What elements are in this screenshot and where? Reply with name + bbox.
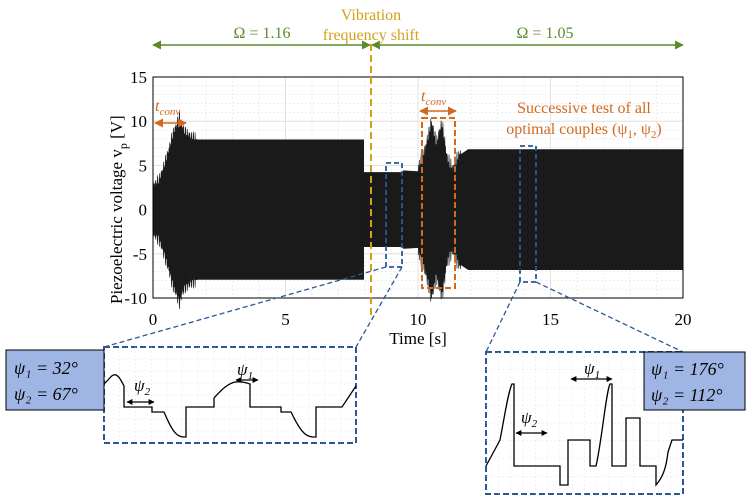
inset-left: ψ1 ψ2 xyxy=(103,346,357,444)
y-tick-label: 0 xyxy=(139,201,148,220)
successive-text-line1: Successive test of all xyxy=(517,100,651,117)
inset-right-param-box: ψ₁ = 176° ψ₂ = 112° xyxy=(643,351,746,411)
signal-segment-1 xyxy=(152,110,364,310)
plot-frame xyxy=(152,76,684,299)
zoom-connector-left-b xyxy=(355,266,403,348)
signal-segment-2 xyxy=(363,172,404,248)
x-tick-labels: 0 5 10 15 20 xyxy=(149,310,692,329)
zoom-region-right xyxy=(519,145,537,283)
x-tick-label: 0 xyxy=(149,310,158,329)
shift-label-line2: frequency shift xyxy=(323,27,420,44)
y-tick-label: 5 xyxy=(139,156,148,175)
inset-left-psi2: ψ2 xyxy=(134,376,151,398)
inset-left-psi1: ψ1 xyxy=(237,360,253,382)
inset-right-psi2-value: ψ₂ = 112° xyxy=(651,385,722,405)
x-tick-label: 15 xyxy=(542,310,559,329)
y-axis-label: Piezoelectric voltage vp [V] xyxy=(107,115,130,304)
omega-left-label: Ω = 1.16 xyxy=(234,25,291,42)
voltage-signal xyxy=(152,110,684,310)
x-tick-label: 20 xyxy=(675,310,692,329)
zoom-connector-right-b xyxy=(535,281,684,353)
y-tick-label: -10 xyxy=(124,289,147,308)
x-axis-label: Time [s] xyxy=(389,329,446,348)
inset-left-param-box: ψ₁ = 32° ψ₂ = 67° xyxy=(5,349,105,411)
y-tick-label: 15 xyxy=(130,68,147,87)
zoom-connector-right-a xyxy=(485,281,521,353)
inset-left-psi1-value: ψ₁ = 32° xyxy=(14,358,78,378)
zoom-region-left xyxy=(385,162,403,268)
y-tick-labels: 15 10 5 0 -5 -10 xyxy=(124,68,147,308)
zoom-connector-left-a xyxy=(103,266,387,348)
signal-segment-3 xyxy=(403,118,684,302)
y-tick-label: 10 xyxy=(130,112,147,131)
inset-right-psi1-value: ψ₁ = 176° xyxy=(651,359,724,379)
x-tick-label: 10 xyxy=(410,310,427,329)
omega-right-label: Ω = 1.05 xyxy=(517,25,574,42)
tconv-left-label: tconv xyxy=(155,98,180,118)
inset-right-psi1: ψ1 xyxy=(584,359,600,381)
tconv-right-box xyxy=(421,117,456,289)
inset-right-psi2: ψ2 xyxy=(521,408,538,430)
x-tick-label: 5 xyxy=(281,310,290,329)
successive-text-line2: optimal couples (ψ1, ψ2) xyxy=(506,121,661,141)
shift-label-line1: Vibration xyxy=(341,7,401,24)
y-tick-label: -5 xyxy=(133,245,147,264)
tconv-right-label: tconv xyxy=(421,88,446,108)
inset-left-psi2-value: ψ₂ = 67° xyxy=(14,384,78,404)
